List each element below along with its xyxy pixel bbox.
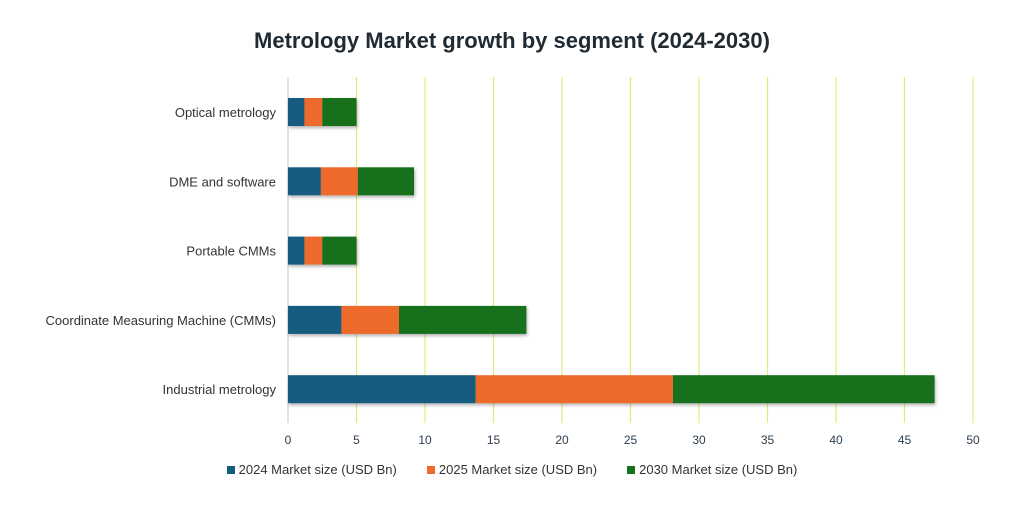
x-tick-label: 45 xyxy=(898,433,912,447)
bar-segment xyxy=(288,375,476,404)
bar-segment xyxy=(288,236,305,265)
legend-label: 2024 Market size (USD Bn) xyxy=(238,462,397,477)
bar-segment xyxy=(288,305,342,334)
bar-stack xyxy=(288,375,935,404)
legend: 2024 Market size (USD Bn) 2025 Market siz… xyxy=(0,462,1024,477)
category-label: DME and software xyxy=(169,174,276,189)
x-tick-labels: 0 5 10 15 20 25 30 35 40 45 50 xyxy=(285,433,980,447)
bar-stack xyxy=(288,98,357,126)
x-tick-label: 35 xyxy=(761,433,775,447)
legend-item: 2025 Market size (USD Bn) xyxy=(426,462,598,477)
x-tick-label: 25 xyxy=(624,433,638,447)
legend-swatch xyxy=(226,465,235,474)
category-labels: Optical metrology DME and software Portabl… xyxy=(46,105,277,397)
bar-segment xyxy=(320,167,358,196)
category-label: Optical metrology xyxy=(175,105,277,120)
x-tick-label: 5 xyxy=(353,433,360,447)
bar-segment xyxy=(672,375,935,404)
bar-segment xyxy=(288,167,321,196)
legend-item: 2030 Market size (USD Bn) xyxy=(627,462,797,477)
category-label: Portable CMMs xyxy=(186,244,276,259)
x-tick-label: 15 xyxy=(487,433,501,447)
x-tick-label: 10 xyxy=(418,433,432,447)
bars xyxy=(288,98,935,404)
legend-item: 2024 Market size (USD Bn) xyxy=(226,462,397,477)
x-tick-label: 50 xyxy=(966,433,980,447)
bar-segment xyxy=(357,167,415,196)
bar-segment xyxy=(322,98,357,126)
bar-stack xyxy=(288,236,357,265)
bar-segment xyxy=(341,305,399,334)
chart-title: Metrology Market growth by segment (2024… xyxy=(254,28,770,53)
x-tick-label: 0 xyxy=(285,433,292,447)
x-tick-label: 30 xyxy=(692,433,706,447)
bar-segment xyxy=(475,375,673,404)
x-tick-label: 40 xyxy=(829,433,843,447)
x-tick-label: 20 xyxy=(555,433,569,447)
category-label: Industrial metrology xyxy=(163,382,277,397)
bar-stack xyxy=(288,305,527,334)
category-label: Coordinate Measuring Machine (CMMs) xyxy=(46,313,276,328)
bar-segment xyxy=(304,236,323,265)
legend-swatch xyxy=(426,465,435,474)
legend-label: 2025 Market size (USD Bn) xyxy=(438,462,598,477)
bar-segment xyxy=(288,98,305,126)
bar-segment xyxy=(398,305,527,334)
bar-stack xyxy=(288,167,415,196)
legend-label: 2030 Market size (USD Bn) xyxy=(639,462,798,477)
legend-swatch xyxy=(627,465,636,474)
bar-segment xyxy=(304,98,323,126)
gridlines xyxy=(287,77,974,423)
bar-segment xyxy=(322,236,357,265)
